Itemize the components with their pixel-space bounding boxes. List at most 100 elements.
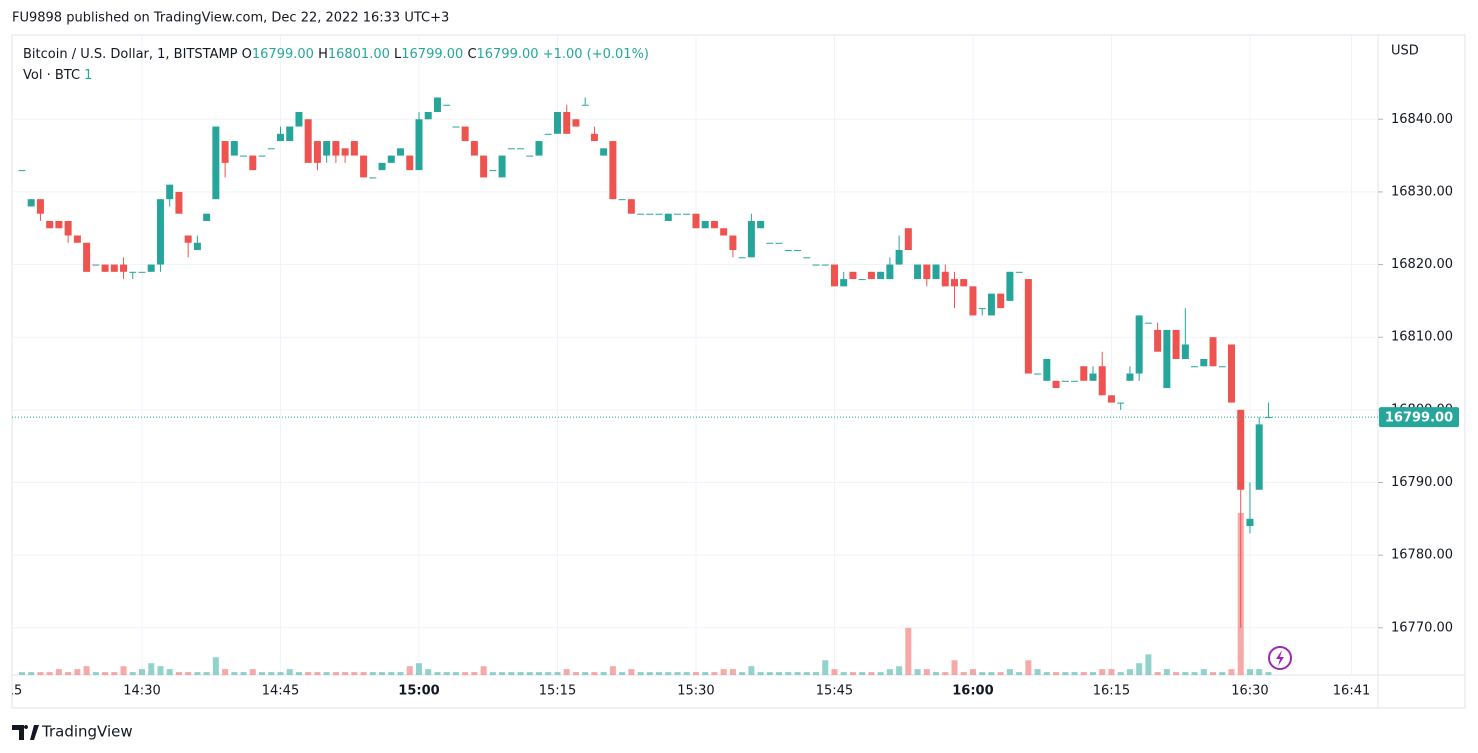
candle-body [609, 141, 617, 200]
candle-body [73, 235, 81, 243]
last-price-badge [1379, 407, 1459, 428]
volume-bar [1108, 669, 1115, 675]
volume-bar [748, 666, 755, 675]
candle-body [1089, 373, 1097, 381]
volume-bar [1126, 669, 1133, 675]
volume-bar [471, 672, 478, 675]
candle-body [969, 286, 977, 316]
candle-body [877, 271, 885, 280]
candle-body [1255, 424, 1263, 490]
volume-bar [489, 672, 496, 675]
volume-bar [997, 672, 1004, 675]
candle-body [1015, 271, 1023, 273]
volume-bar [646, 672, 653, 675]
volume-bar [1210, 672, 1217, 675]
volume-bar [1006, 669, 1013, 675]
volume-bar [988, 672, 995, 675]
volume-bar [406, 666, 413, 675]
volume-bar [849, 672, 856, 675]
x-tick-label: 15:15 [539, 684, 576, 699]
candle-body [747, 220, 755, 258]
y-tick-label: 16790.00 [1391, 475, 1453, 490]
candle-body [341, 148, 349, 156]
volume-bar [379, 672, 386, 675]
candle-body [563, 112, 571, 134]
candle-body [904, 228, 912, 251]
candle-body [1043, 358, 1051, 381]
candle-body [332, 141, 340, 156]
volume-bar [1163, 669, 1170, 675]
volume-bar [572, 672, 579, 675]
volume-bar [240, 672, 247, 675]
ohlc-key: C [467, 47, 476, 62]
candle-body [1209, 337, 1217, 367]
volume-bar [951, 660, 958, 675]
volume-bar [1071, 672, 1078, 675]
candle-body [766, 242, 774, 244]
volume-bar [776, 672, 783, 675]
candle-body [886, 264, 894, 280]
ohlc-value: 16799.00 [401, 47, 463, 62]
candle-body [1034, 373, 1042, 375]
volume-bar [295, 672, 302, 675]
candle-body [212, 126, 220, 200]
lightning-icon[interactable] [1268, 646, 1292, 670]
volume-bar [757, 672, 764, 675]
volume-bar [175, 672, 182, 675]
candle-body [701, 220, 709, 229]
candle-body [1227, 344, 1235, 403]
volume-bar [1182, 672, 1189, 675]
volume-bar [139, 669, 145, 675]
candle-body [507, 148, 515, 150]
candle-body [46, 220, 54, 229]
candle-body [323, 141, 331, 156]
volume-bar [148, 663, 155, 675]
candle-body [166, 184, 174, 200]
volume-bar [674, 672, 681, 675]
candle-body [387, 155, 395, 163]
volume-bar [1173, 672, 1180, 675]
legend-line: Bitcoin / U.S. Dollar, 1, BITSTAMP O1679… [23, 47, 649, 62]
candle-body [544, 133, 552, 135]
x-tick-label: 15:45 [816, 684, 853, 699]
volume-bar [222, 669, 229, 675]
candle-body [424, 112, 432, 120]
candle-body [784, 250, 792, 252]
volume-bar [859, 672, 866, 675]
candle-body [55, 220, 63, 229]
candle-body [156, 199, 164, 265]
candle-body [1218, 366, 1226, 368]
candle-body [304, 119, 312, 163]
candle-body [1080, 366, 1088, 381]
volume-bar [1080, 672, 1087, 675]
volume-value: 1 [84, 68, 92, 83]
volume-bar [979, 672, 986, 675]
candle-body [470, 141, 478, 156]
volume-bar [831, 669, 838, 675]
x-tick-label: 14:15 [0, 684, 22, 699]
candle-body [646, 213, 654, 215]
volume-bar [129, 672, 136, 675]
footer-brand: TradingView [41, 723, 133, 741]
candle-body [1246, 518, 1254, 527]
volume-bar [1136, 663, 1143, 675]
volume-bar [794, 672, 801, 675]
x-tick-label: 15:30 [677, 684, 714, 699]
candle-body [618, 199, 626, 201]
x-tick-label: 14:45 [262, 684, 299, 699]
candle-body [1071, 380, 1079, 382]
candle-body [655, 213, 663, 215]
y-tick-label: 16820.00 [1391, 257, 1453, 272]
volume-bar [1200, 669, 1207, 675]
volume-bar [729, 669, 736, 675]
volume-bar [462, 672, 469, 675]
y-tick-label: 16830.00 [1391, 184, 1453, 199]
volume-bar [554, 672, 561, 675]
candle-body [590, 133, 598, 142]
candle-body [738, 257, 746, 259]
candle-body [794, 250, 802, 252]
volume-bar [415, 663, 422, 675]
volume-bar [739, 672, 746, 675]
volume-bar [896, 666, 903, 675]
